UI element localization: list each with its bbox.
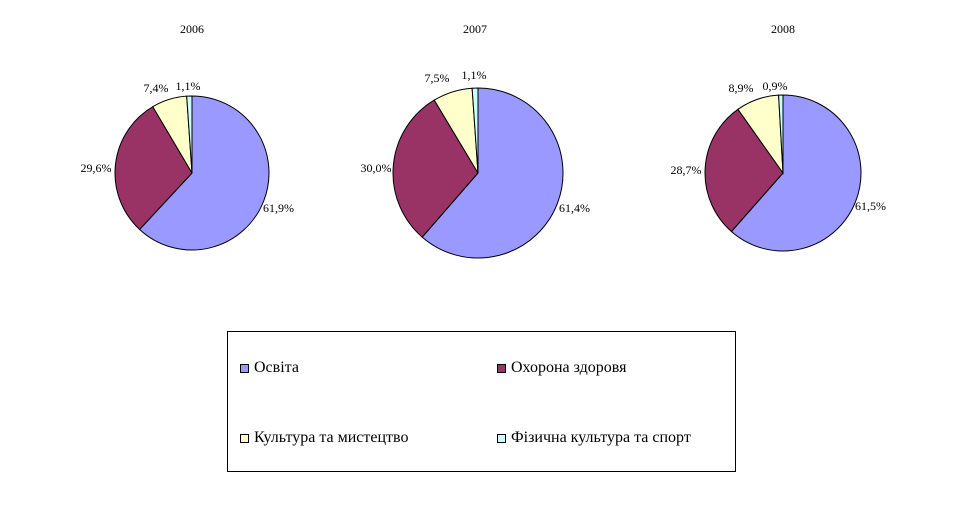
- pie-slice-fizychna-kultura: [778, 94, 784, 174]
- data-label-osvita: 61,4%: [559, 201, 590, 215]
- data-label-okhorona-zdorovya: 28,7%: [671, 163, 702, 177]
- legend-label-osvita: Освіта: [254, 359, 299, 376]
- pie-chart-2007: 2007 61,4% 30,0% 7,5% 1,1%: [361, 22, 590, 259]
- legend-label-kultura: Культура та мистецтво: [254, 429, 409, 446]
- data-label-kultura: 8,9%: [729, 81, 754, 95]
- pie-title: 2008: [771, 22, 795, 36]
- pie-slice-okhorona-zdorovya: [392, 99, 479, 238]
- data-label-fizychna-kultura: 1,1%: [462, 68, 487, 82]
- data-label-fizychna-kultura: 0,9%: [763, 79, 788, 93]
- legend: Освіта Охорона здоровя Культура та мисте…: [227, 331, 736, 472]
- data-label-osvita: 61,9%: [263, 201, 294, 215]
- pie-slice-okhorona-zdorovya: [704, 108, 784, 233]
- legend-label-okhorona-zdorovya: Охорона здоровя: [511, 359, 627, 376]
- legend-item-osvita: Освіта: [240, 359, 299, 377]
- data-label-kultura: 7,4%: [144, 81, 169, 95]
- data-label-osvita: 61,5%: [855, 199, 886, 213]
- pie-title: 2007: [463, 22, 487, 36]
- pie-title: 2006: [180, 22, 204, 36]
- data-label-kultura: 7,5%: [425, 71, 450, 85]
- pie-chart-2006: 2006 61,9% 29,6% 7,4% 1,1%: [81, 22, 294, 251]
- legend-swatch-kultura: [240, 433, 249, 443]
- pie-chart-2008: 2008 61,5% 28,7% 8,9% 0,9%: [671, 22, 886, 252]
- data-label-fizychna-kultura: 1,1%: [176, 79, 201, 93]
- legend-item-kultura: Культура та мистецтво: [240, 429, 409, 447]
- legend-swatch-fizychna-kultura: [497, 433, 506, 443]
- legend-swatch-osvita: [240, 363, 249, 373]
- data-label-okhorona-zdorovya: 30,0%: [361, 161, 392, 175]
- data-label-okhorona-zdorovya: 29,6%: [81, 161, 112, 175]
- pie-slice-okhorona-zdorovya: [114, 106, 193, 231]
- legend-swatch-okhorona-zdorovya: [497, 363, 506, 373]
- pie-slice-osvita: [730, 94, 862, 252]
- legend-item-fizychna-kultura: Фізична культура та спорт: [497, 429, 691, 447]
- pie-slice-fizychna-kultura: [471, 87, 479, 174]
- legend-label-fizychna-kultura: Фізична культура та спорт: [511, 429, 691, 446]
- legend-item-okhorona-zdorovya: Охорона здоровя: [497, 359, 626, 377]
- pie-slice-osvita: [138, 95, 270, 251]
- pie-slice-osvita: [421, 87, 564, 259]
- pie-slice-fizychna-kultura: [186, 95, 193, 174]
